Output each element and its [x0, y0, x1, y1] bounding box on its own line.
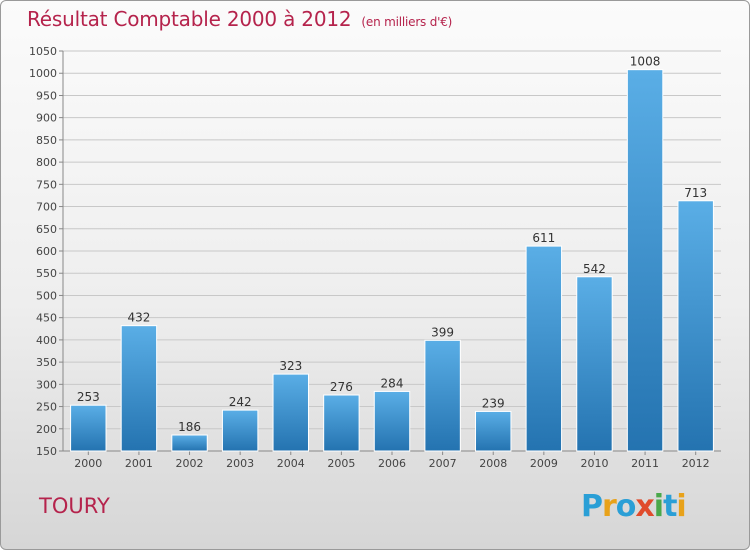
bar — [424, 339, 461, 452]
city-name: TOURY — [39, 494, 110, 518]
y-tick-label: 400 — [36, 334, 57, 347]
y-tick-label: 300 — [36, 378, 57, 391]
data-label: 276 — [330, 380, 353, 394]
brand-letter: o — [615, 489, 637, 524]
y-tick-label: 550 — [36, 267, 57, 280]
data-labels: 253 432 186 242 323 276 284 399 239 611 542 1008 713 — [77, 55, 707, 434]
bar — [323, 394, 360, 452]
y-tick-label: 800 — [36, 156, 57, 169]
bar — [70, 404, 107, 452]
y-tick-label: 250 — [36, 401, 57, 414]
data-label: 253 — [77, 390, 100, 404]
x-tick-label: 2004 — [277, 457, 305, 470]
x-tick-labels: 2000 2001 2002 2003 2004 2005 2006 2007 2008 2009… — [74, 457, 709, 470]
x-tick-label: 2006 — [378, 457, 406, 470]
brand-letter: i — [653, 489, 664, 524]
y-tick-label: 350 — [36, 356, 57, 369]
bar — [475, 410, 512, 452]
data-label: 186 — [178, 420, 201, 434]
y-tick-label: 450 — [36, 312, 57, 325]
data-label: 239 — [482, 396, 505, 410]
x-tick-label: 2009 — [530, 457, 558, 470]
brand-letter: P — [581, 489, 603, 524]
bar — [272, 373, 309, 452]
data-label: 713 — [684, 186, 707, 200]
bar — [626, 69, 664, 452]
x-tick-label: 2012 — [682, 457, 710, 470]
x-tick-label: 2007 — [429, 457, 457, 470]
y-tick-label: 150 — [36, 445, 57, 458]
bar — [373, 390, 411, 452]
data-label: 323 — [279, 359, 302, 373]
x-tick-label: 2000 — [74, 457, 102, 470]
bar — [171, 434, 208, 452]
x-tick-label: 2003 — [226, 457, 254, 470]
x-tick-label: 2011 — [631, 457, 659, 470]
bars — [70, 69, 714, 452]
y-tick-label: 850 — [36, 134, 57, 147]
bar — [576, 276, 613, 452]
brand-letter: x — [635, 489, 654, 524]
chart-title: Résultat Comptable 2000 à 2012 (en millie… — [27, 7, 452, 31]
proxiti-logo: Proxiti — [581, 489, 687, 524]
data-label: 1008 — [630, 55, 661, 69]
chart-subtitle: (en milliers d'€) — [361, 15, 453, 29]
y-tick-label: 1000 — [29, 67, 57, 80]
y-tick-label: 750 — [36, 178, 57, 191]
bar — [120, 325, 158, 452]
y-tick-label: 650 — [36, 223, 57, 236]
data-label: 432 — [127, 311, 150, 325]
data-label: 284 — [381, 376, 404, 390]
x-tick-label: 2008 — [479, 457, 507, 470]
bar — [525, 245, 563, 452]
y-tick-label: 600 — [36, 245, 57, 258]
x-tick-label: 2001 — [125, 457, 153, 470]
y-tick-label: 700 — [36, 201, 57, 214]
data-label: 399 — [431, 325, 454, 339]
data-label: 611 — [532, 231, 555, 245]
y-tick-label: 900 — [36, 112, 57, 125]
y-tick-label: 1050 — [29, 45, 57, 58]
x-tick-label: 2010 — [580, 457, 608, 470]
data-label: 542 — [583, 262, 606, 276]
brand-letter: t — [663, 489, 677, 524]
y-tick-label: 950 — [36, 89, 57, 102]
y-tick-labels: 150 200 250 300 350 400 450 500 550 600 650 700 750 8… — [29, 45, 57, 458]
y-tick-label: 500 — [36, 289, 57, 302]
chart-title-text: Résultat Comptable 2000 à 2012 — [27, 7, 352, 31]
brand-letter: i — [676, 489, 686, 524]
brand-letter: r — [602, 489, 617, 524]
bar — [221, 409, 259, 452]
x-tick-label: 2002 — [176, 457, 204, 470]
y-tick-label: 200 — [36, 423, 57, 436]
bar — [677, 200, 714, 452]
x-tick-label: 2005 — [327, 457, 355, 470]
data-label: 242 — [229, 395, 252, 409]
